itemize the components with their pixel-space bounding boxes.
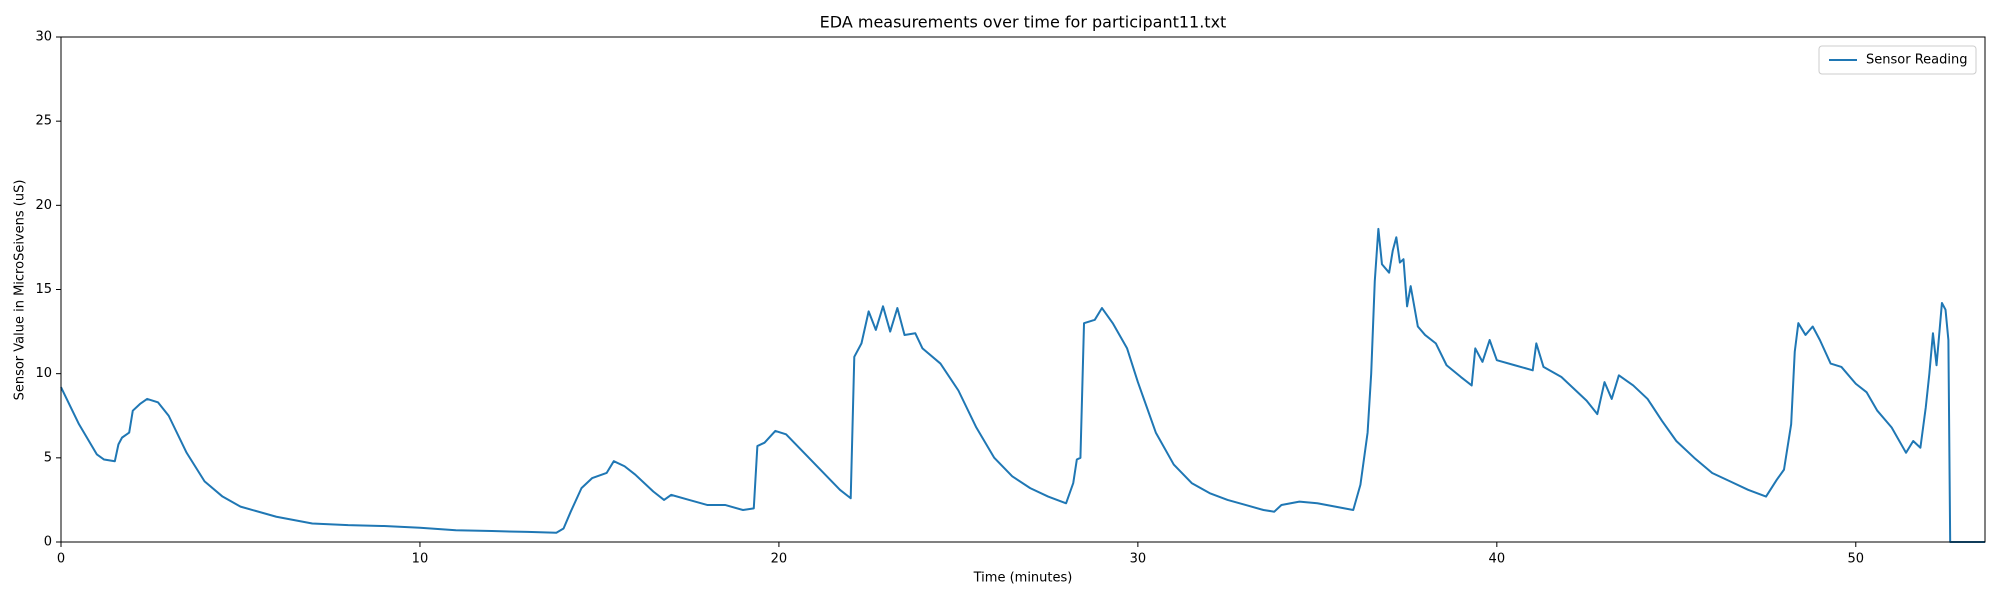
y-tick-label: 10 [35,366,52,381]
y-axis-label: Sensor Value in MicroSeivens (uS) [13,180,28,401]
x-axis-label: Time (minutes) [973,571,1073,586]
plot-frame [60,36,1986,543]
x-tick-label: 40 [1489,552,1506,567]
y-tick-label: 15 [35,282,52,297]
y-tick-label: 5 [44,450,52,465]
y-tick-label: 0 [44,535,52,550]
x-tick-label: 30 [1130,552,1147,567]
legend-box [1818,45,1977,75]
x-tick-label: 50 [1848,552,1865,567]
y-tick-label: 25 [35,114,52,129]
y-tick-label: 30 [35,30,52,45]
x-tick-label: 20 [771,552,788,567]
legend-label: Sensor Reading [1866,53,1967,68]
data-line [60,227,1985,543]
chart-title: EDA measurements over time for participa… [820,13,1227,32]
x-tick-label: 10 [412,552,429,567]
y-tick-label: 20 [35,198,52,213]
x-tick-label: 0 [57,552,65,567]
